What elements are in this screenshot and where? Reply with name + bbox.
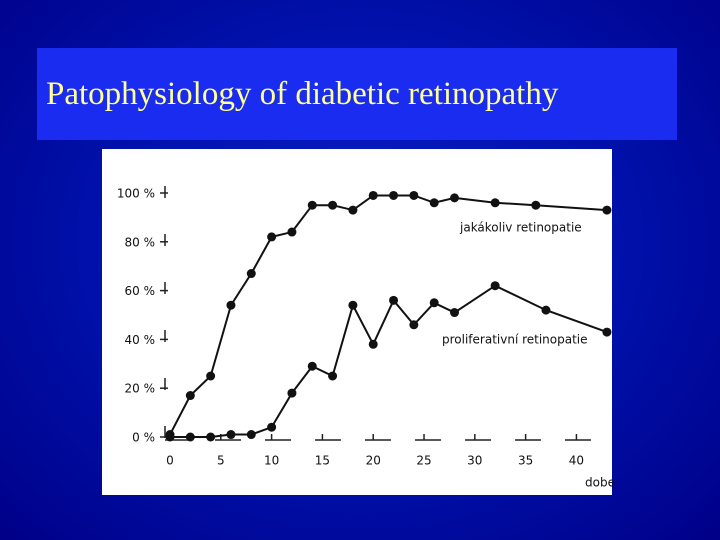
x-tick-label: 35 xyxy=(518,454,533,468)
data-point xyxy=(246,430,256,440)
x-tick-label: 5 xyxy=(217,454,225,468)
y-tick-label: 40 % xyxy=(125,333,156,347)
data-point xyxy=(389,190,399,200)
y-tick-label: 60 % xyxy=(125,284,156,298)
data-point xyxy=(429,298,439,308)
data-point xyxy=(541,305,551,315)
data-point xyxy=(246,269,256,279)
data-point xyxy=(490,281,500,291)
y-tick-label: 0 % xyxy=(132,431,155,445)
data-point xyxy=(206,432,216,442)
y-tick-label: 80 % xyxy=(125,235,156,249)
series-line xyxy=(169,194,607,436)
x-tick-label: 30 xyxy=(467,454,482,468)
data-point xyxy=(287,388,297,398)
data-point xyxy=(185,391,195,401)
data-point xyxy=(307,200,317,210)
data-point xyxy=(602,327,612,337)
data-point xyxy=(490,198,500,208)
data-point xyxy=(389,295,399,305)
x-tick-label: 15 xyxy=(315,454,330,468)
x-axis-label: dobe xyxy=(585,476,615,490)
x-tick-label: 20 xyxy=(366,454,381,468)
data-point xyxy=(267,232,277,242)
y-tick-label: 20 % xyxy=(125,382,156,396)
data-point xyxy=(165,432,175,442)
data-point xyxy=(328,200,338,210)
x-tick-label: 10 xyxy=(264,454,279,468)
data-point xyxy=(368,339,378,349)
data-point xyxy=(226,300,236,310)
data-point xyxy=(267,422,277,432)
title-box: Patophysiology of diabetic retinopathy xyxy=(37,48,677,140)
data-point xyxy=(185,432,195,442)
y-tick-label: 100 % xyxy=(117,187,155,201)
data-point xyxy=(328,371,338,381)
x-tick-label: 0 xyxy=(166,454,174,468)
data-point xyxy=(307,361,317,371)
data-point xyxy=(450,308,460,318)
series-label: jakákoliv retinopatie xyxy=(459,221,582,235)
x-tick-label: 40 xyxy=(569,454,584,468)
data-point xyxy=(287,227,297,237)
data-point xyxy=(450,193,460,203)
x-tick-label: 25 xyxy=(416,454,431,468)
data-point xyxy=(368,190,378,200)
data-point xyxy=(602,205,612,215)
series-label: proliferativní retinopatie xyxy=(442,333,588,347)
data-point xyxy=(409,190,419,200)
slide-title: Patophysiology of diabetic retinopathy xyxy=(46,76,559,112)
data-point xyxy=(409,320,419,330)
data-point xyxy=(429,198,439,208)
data-point xyxy=(206,371,216,381)
data-point xyxy=(226,430,236,440)
data-point xyxy=(348,205,358,215)
data-point xyxy=(348,300,358,310)
data-point xyxy=(531,200,541,210)
